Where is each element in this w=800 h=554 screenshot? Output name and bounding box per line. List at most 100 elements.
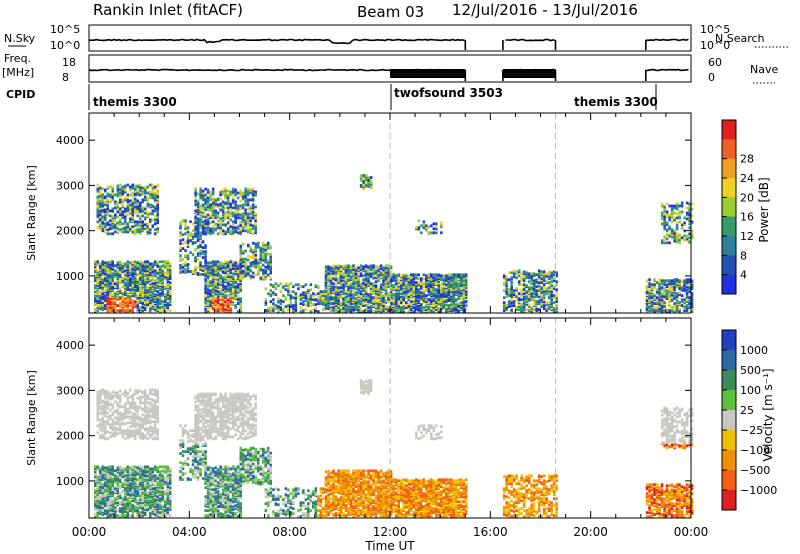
data-cell <box>678 204 681 208</box>
data-cell <box>334 283 338 287</box>
data-cell <box>379 308 383 311</box>
data-cell <box>545 292 548 296</box>
data-cell <box>231 211 235 215</box>
data-cell <box>154 293 157 297</box>
data-cell <box>420 285 423 289</box>
data-cell <box>327 298 330 302</box>
data-cell <box>139 193 142 197</box>
data-cell <box>166 268 169 272</box>
data-cell <box>219 226 222 230</box>
data-cell <box>206 295 210 299</box>
data-cell <box>139 204 142 208</box>
data-cell <box>668 232 671 236</box>
data-cell <box>517 292 521 296</box>
data-cell <box>670 207 674 211</box>
data-cell <box>136 214 139 218</box>
data-cell <box>663 309 666 312</box>
data-cell <box>184 271 187 274</box>
data-cell <box>384 305 388 308</box>
data-cell <box>269 309 273 312</box>
data-cell <box>322 294 325 298</box>
data-cell <box>211 225 215 229</box>
data-cell <box>204 193 207 197</box>
data-cell <box>251 216 255 220</box>
data-cell <box>675 235 679 239</box>
data-cell <box>264 301 268 304</box>
data-cell <box>329 309 333 312</box>
data-cell <box>234 304 237 307</box>
data-cell <box>670 298 674 302</box>
data-cell <box>134 197 137 201</box>
data-cell <box>209 203 212 207</box>
data-cell <box>226 221 230 225</box>
data-cell <box>231 198 235 202</box>
data-cell <box>670 228 674 232</box>
data-cell <box>354 287 358 291</box>
data-cell <box>221 292 225 296</box>
data-cell <box>425 226 428 230</box>
data-cell <box>685 280 689 284</box>
data-cell <box>432 299 435 302</box>
data-cell <box>121 230 124 234</box>
data-cell <box>249 198 252 202</box>
data-cell <box>447 307 450 310</box>
data-cell <box>673 294 676 298</box>
data-cell <box>226 273 230 277</box>
data-cell <box>194 227 197 231</box>
data-cell <box>141 299 144 302</box>
data-cell <box>181 242 185 245</box>
data-cell <box>675 232 679 236</box>
data-cell <box>219 204 222 208</box>
data-cell <box>417 273 420 277</box>
data-cell <box>337 293 340 297</box>
data-cell <box>455 298 458 302</box>
data-cell <box>344 264 348 268</box>
data-cell <box>264 265 267 269</box>
data-cell <box>199 241 202 244</box>
data-cell <box>337 310 340 313</box>
data-cell <box>349 265 353 269</box>
data-cell <box>126 193 129 197</box>
data-cell <box>121 270 124 274</box>
data-cell <box>161 281 164 285</box>
data-cell <box>194 187 197 191</box>
data-cell <box>241 218 245 222</box>
data-cell <box>244 203 247 207</box>
data-cell <box>678 279 681 283</box>
data-cell <box>94 267 97 271</box>
data-cell <box>690 292 694 296</box>
data-cell <box>532 284 536 288</box>
data-cell <box>179 239 182 242</box>
data-cell <box>126 310 129 313</box>
data-cell <box>131 283 134 287</box>
data-cell <box>221 307 225 310</box>
data-cell <box>99 203 102 207</box>
data-cell <box>379 271 383 275</box>
nsearch-label: N.Search <box>715 32 765 45</box>
data-cell <box>109 306 112 309</box>
data-cell <box>450 290 453 294</box>
data-cell <box>377 300 380 303</box>
data-cell <box>244 200 247 204</box>
data-cell <box>149 203 152 207</box>
data-cell <box>241 226 245 230</box>
data-cell <box>219 217 222 221</box>
data-cell <box>683 301 686 304</box>
data-cell <box>462 288 465 292</box>
data-cell <box>537 289 541 293</box>
data-cell <box>194 271 197 274</box>
data-cell <box>234 261 237 265</box>
data-cell <box>530 310 533 313</box>
data-cell <box>690 303 694 306</box>
data-cell <box>226 282 230 286</box>
data-cell <box>352 274 355 278</box>
data-cell <box>111 264 114 268</box>
data-cell <box>166 293 169 297</box>
data-cell <box>231 284 235 288</box>
data-cell <box>109 276 112 280</box>
data-cell <box>236 270 240 274</box>
data-cell <box>314 293 318 297</box>
data-cell <box>149 212 152 216</box>
data-cell <box>688 282 691 286</box>
data-cell <box>402 295 405 299</box>
